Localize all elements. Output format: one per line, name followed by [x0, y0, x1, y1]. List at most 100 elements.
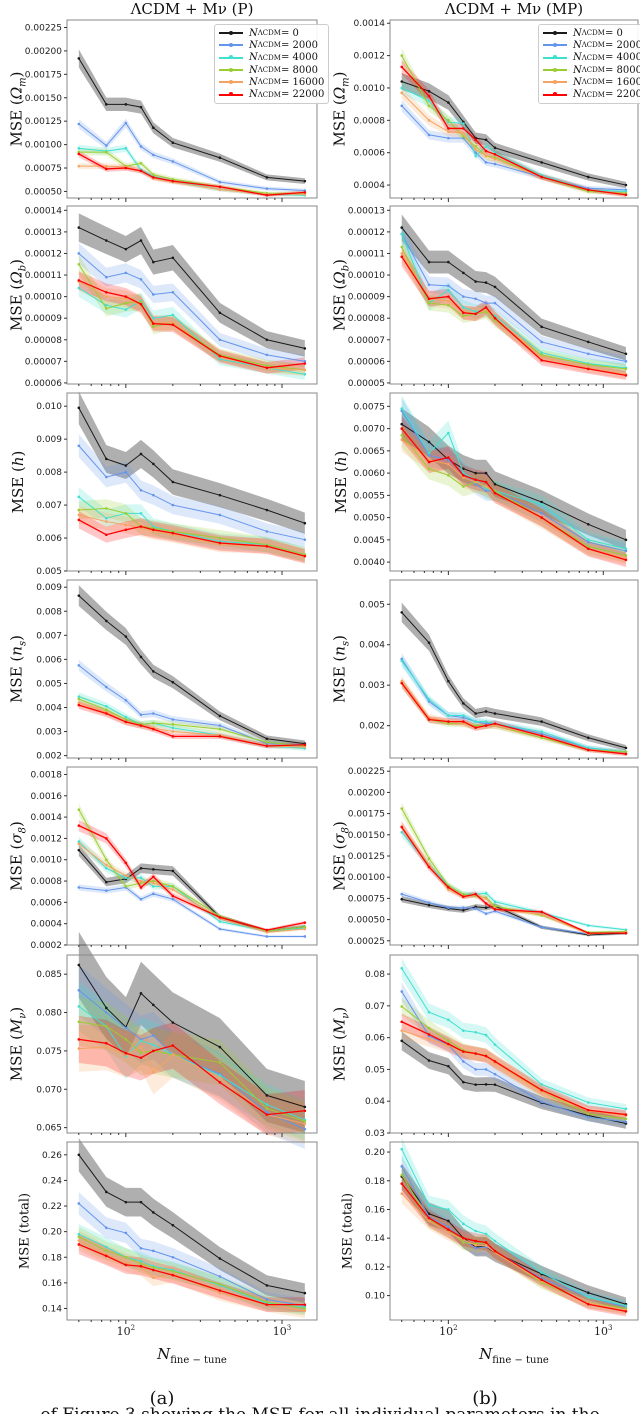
- data-point: [400, 80, 404, 83]
- series-line: [401, 1148, 627, 1307]
- y-tick-label: 0.18: [365, 1177, 385, 1187]
- data-point: [624, 367, 628, 371]
- y-tick-label: 0.00010: [348, 271, 385, 281]
- plot-frame: [389, 1141, 639, 1321]
- data-point: [139, 278, 143, 281]
- data-point: [218, 1289, 222, 1292]
- data-point: [77, 1232, 81, 1236]
- y-axis-label: MSE (h): [9, 450, 27, 514]
- data-point: [152, 493, 155, 497]
- y-tick-label: 0.00013: [25, 228, 62, 238]
- data-point: [218, 1257, 222, 1260]
- legend-swatch: [543, 79, 567, 84]
- y-tick-label: 0.00050: [348, 916, 385, 926]
- uncertainty-band: [78, 1224, 305, 1315]
- data-point: [447, 714, 450, 717]
- y-tick-label: 0.12: [365, 1263, 385, 1273]
- data-point: [265, 1298, 269, 1301]
- legend-swatch: [543, 42, 567, 47]
- x-axis-label-left: Nfine − tune: [92, 1345, 292, 1366]
- data-point: [105, 866, 108, 870]
- data-point: [152, 528, 155, 532]
- series-line: [401, 410, 627, 552]
- y-axis-label: MSE (Ωm): [330, 71, 352, 147]
- data-point: [218, 1074, 222, 1077]
- data-point: [484, 912, 488, 915]
- y-tick-label: 0.0070: [354, 425, 386, 435]
- data-point: [462, 722, 465, 725]
- legend-swatch: [543, 30, 567, 35]
- legend-item: N ΛCDM = 0: [219, 27, 324, 39]
- y-tick-label: 0.0004: [354, 181, 386, 191]
- data-point: [447, 299, 450, 303]
- data-point: [77, 147, 81, 150]
- data-point: [218, 1291, 222, 1295]
- data-point: [400, 990, 404, 993]
- data-point: [77, 886, 81, 889]
- data-point: [105, 533, 108, 537]
- data-point: [139, 724, 143, 727]
- data-point: [447, 456, 450, 459]
- data-point: [265, 1284, 269, 1287]
- data-point: [427, 698, 431, 701]
- data-point: [152, 173, 155, 176]
- data-point: [124, 715, 128, 719]
- data-point: [493, 1060, 497, 1063]
- data-point: [139, 105, 143, 109]
- data-point: [303, 745, 307, 749]
- data-point: [265, 176, 269, 179]
- data-point: [77, 594, 81, 597]
- y-tick-label: 0.00100: [25, 141, 62, 151]
- data-point: [474, 712, 477, 715]
- series-line: [401, 682, 627, 755]
- data-point: [447, 679, 450, 683]
- y-tick-label: 0.004: [359, 641, 385, 651]
- y-tick-label: 0.06: [365, 1034, 385, 1044]
- data-point: [124, 874, 128, 878]
- legend-swatch: [219, 55, 243, 60]
- data-point: [400, 1173, 404, 1177]
- series-line: [401, 1166, 627, 1308]
- y-tick-label: 0.00013: [348, 206, 385, 216]
- y-tick-label: 0.03: [365, 1129, 385, 1139]
- data-point: [139, 655, 143, 659]
- data-point: [77, 808, 81, 811]
- data-point: [484, 1232, 488, 1236]
- uncertainty-band: [401, 408, 626, 550]
- uncertainty-band: [78, 391, 305, 534]
- data-point: [218, 185, 222, 189]
- data-point: [124, 308, 128, 311]
- data-point: [77, 1047, 81, 1050]
- data-point: [427, 440, 431, 444]
- data-point: [218, 357, 222, 361]
- data-point: [303, 1122, 307, 1126]
- data-point: [265, 1107, 269, 1110]
- data-point: [171, 313, 175, 317]
- data-point: [265, 1113, 269, 1116]
- data-point: [484, 722, 488, 725]
- y-tick-label: 0.007: [36, 501, 62, 511]
- data-point: [400, 427, 404, 430]
- data-point: [152, 293, 155, 296]
- data-point: [400, 433, 404, 437]
- data-point: [427, 1203, 431, 1207]
- data-point: [303, 368, 307, 372]
- data-point: [171, 869, 175, 873]
- y-tick-label: 0.00011: [25, 271, 62, 281]
- data-point: [139, 897, 143, 901]
- data-point: [493, 316, 497, 320]
- data-point: [265, 1110, 269, 1114]
- data-point: [540, 340, 543, 344]
- data-point: [400, 807, 404, 810]
- data-point: [493, 900, 497, 904]
- data-point: [447, 1219, 450, 1223]
- data-point: [218, 724, 222, 727]
- data-point: [624, 183, 628, 187]
- data-point: [218, 188, 222, 191]
- series-line: [401, 233, 627, 362]
- data-point: [124, 861, 128, 865]
- legend-swatch: [219, 42, 243, 47]
- y-tick-label: 0.0010: [354, 84, 386, 94]
- data-point: [586, 547, 590, 551]
- data-point: [124, 121, 128, 125]
